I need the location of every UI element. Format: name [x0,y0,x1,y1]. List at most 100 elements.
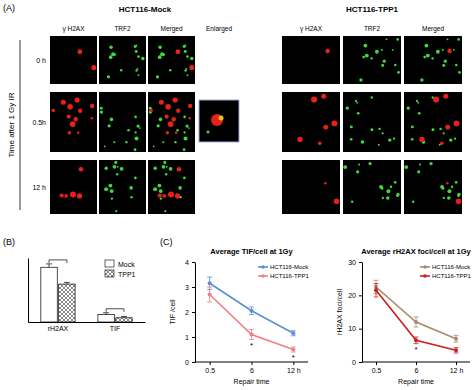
trf2-spot [442,49,444,51]
micrograph [99,36,146,84]
error-bar [64,282,70,284]
trf2-spot [188,127,190,129]
legend-swatch [105,270,114,277]
trf2-spot [100,107,103,110]
trf2-spot [394,181,397,184]
h2ax-focus [91,65,96,70]
trf2-spot [359,78,362,81]
legend-swatch [105,260,114,267]
y-tick-label: 30 [348,259,356,266]
y-tick-label: 20 [348,292,356,299]
micrograph-bg [282,92,340,152]
x-axis-line [29,322,146,323]
micrograph-bg [404,160,462,214]
trf2-spot [358,163,360,165]
h2ax-focus [166,131,169,134]
error-cap [207,287,212,288]
micrograph [282,36,340,84]
h2ax-focus [67,104,73,110]
trf2-spot [116,173,118,175]
trf2-spot [455,181,458,184]
h2ax-focus [188,117,190,119]
micrograph-bg [199,100,239,142]
trf2-spot [429,162,432,165]
marker [208,281,212,285]
trf2-spot [419,163,421,165]
plot-area [207,277,296,352]
trf2-spot [407,106,410,109]
trf2-spot [364,44,368,48]
trf2-spot [355,100,357,102]
error-cap [454,335,459,336]
error-cap [291,335,296,336]
error-cap [374,283,379,284]
h2ax-focus [323,125,328,130]
y-tick-mark [359,362,362,363]
trf2-spot [163,161,166,164]
trf2-spot [108,184,112,188]
column-label: Merged [422,25,444,33]
error-bar [374,284,379,297]
row-axis-label: Time after 1 Gy IR [7,92,16,157]
trf2-spot [361,140,364,143]
micrograph-bg [50,92,97,152]
trf2-spot [447,189,451,193]
trf2-spot [386,196,390,200]
legend-label: HCT116-Mock [432,264,471,270]
error-bar [249,330,254,340]
trf2-spot [426,54,430,58]
error-cap [454,347,459,348]
trf2-spot [176,129,179,132]
legend-label: TPP1 [118,271,136,278]
legend: HCT116-MockHCT116-TPP1 [420,264,472,279]
y-tick-mark [192,312,195,313]
micrograph-bg [404,36,462,84]
series-line [376,290,456,350]
x-axis: rH2AX TIF [29,322,146,332]
y-tick-label: 3 [185,284,189,291]
micrograph [99,160,146,214]
trf2-spot [185,124,188,127]
row-axis-arrow [20,40,21,210]
trf2-spot [184,136,188,140]
micrograph-bg [343,36,401,84]
marker [250,309,254,313]
trf2-spot [453,49,455,51]
trf2-spot [350,138,353,141]
h2ax-focus [158,193,162,197]
trf2-spot [169,69,171,71]
error-bar [121,316,127,317]
h2ax-focus [70,191,76,197]
x-tick-mark [376,362,377,365]
micrograph-bg [99,92,146,152]
h2ax-focus [68,131,71,134]
x-tick: 0.5 [372,362,382,374]
trf2-spot [136,68,138,70]
micrograph [148,92,195,152]
y-axis-line [362,263,363,363]
error-bar [414,317,419,327]
trf2-spot [130,196,132,198]
legend-marker [423,274,427,278]
column-label: γ H2AX [300,25,323,33]
x-tick-mark [210,362,211,365]
trf2-spot [416,100,418,102]
x-tick-label: TIF [110,325,121,332]
trf2-spot [120,69,122,71]
x-tick-label: rH2AX [48,325,69,332]
trf2-spot [412,200,414,202]
micrograph-bg [404,92,462,152]
trf2-spot [113,165,117,169]
trf2-spot [117,166,119,168]
legend-marker [423,265,427,269]
series-line [210,283,294,333]
trf2-spot [368,162,371,165]
trf2-spot [159,189,163,193]
column-label: TRF2 [114,25,131,32]
micrograph-bg [99,160,146,214]
y-tick: 2 [185,309,195,316]
x-tick: rH2AX [48,322,69,332]
column-label: Enlarged [206,25,232,33]
micrograph [343,92,401,152]
trf2-spot [134,116,137,119]
